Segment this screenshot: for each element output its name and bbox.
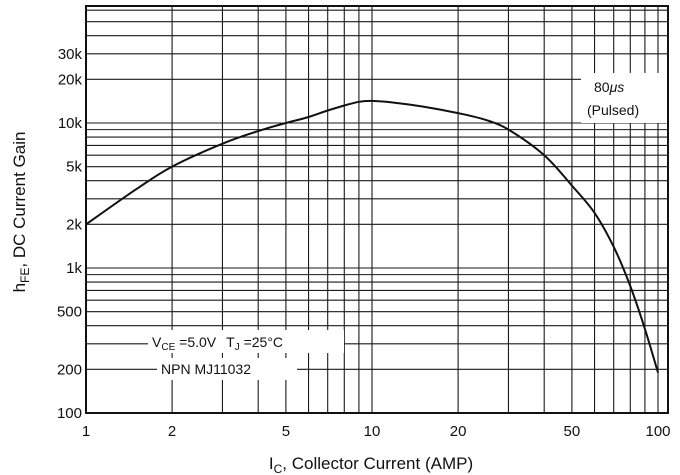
device-label-bg	[157, 358, 297, 380]
y-tick-label: 20k	[58, 71, 83, 88]
conditions-label-bg	[148, 330, 344, 353]
conditions-label: VCE =5.0V TJ =25°C	[152, 334, 283, 353]
pulse-width-label: 80μs	[594, 79, 624, 95]
y-tick-label: 200	[57, 361, 82, 378]
x-tick-label: 100	[645, 423, 670, 440]
x-tick-label: 5	[282, 423, 290, 440]
x-tick-label: 20	[450, 423, 467, 440]
gain-curve	[85, 99, 659, 373]
x-tick-label: 1	[82, 423, 90, 440]
y-axis-title: hFE, DC Current Gain	[10, 132, 32, 293]
pulse-label-bg	[581, 73, 667, 123]
x-tick-label: 10	[364, 423, 381, 440]
pulsed-label: (Pulsed)	[587, 102, 639, 118]
plot-frame	[85, 5, 669, 414]
x-tick-label: 50	[564, 423, 581, 440]
y-tick-label: 10k	[58, 115, 83, 132]
x-tick-label: 2	[168, 423, 176, 440]
device-label: NPN MJ11032	[161, 361, 251, 377]
x-axis-title: IC, Collector Current (AMP)	[269, 454, 473, 475]
grid	[85, 6, 668, 414]
y-tick-label: 30k	[58, 46, 83, 63]
y-tick-label: 500	[57, 304, 82, 321]
y-tick-label: 2k	[66, 216, 82, 233]
y-tick-label: 1k	[66, 260, 82, 277]
y-tick-label: 5k	[66, 159, 82, 176]
y-tick-label: 100	[57, 405, 82, 422]
tick-labels: 1 2 5 10 20 50 100 100 200 500 1k 2k 5k 10k 20k 30k	[57, 46, 671, 440]
